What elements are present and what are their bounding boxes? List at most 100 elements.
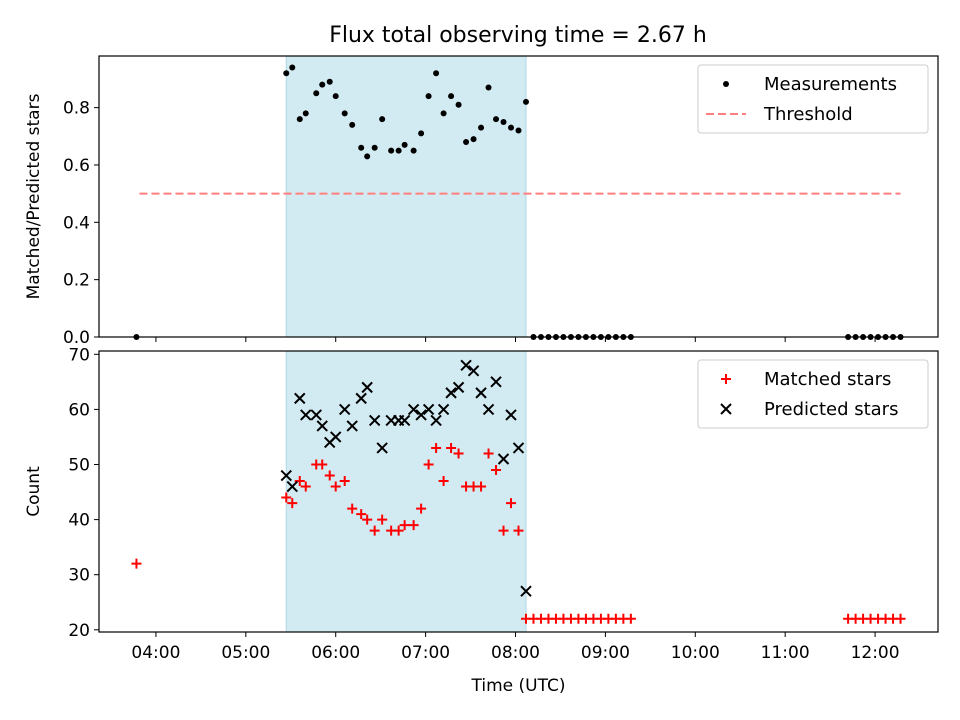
- measurement-point: [302, 110, 309, 117]
- matched-star-point: [513, 525, 524, 536]
- legend-box: [697, 359, 929, 429]
- matched-star-point: [347, 503, 358, 514]
- measurement-point: [433, 70, 440, 77]
- measurement-point: [313, 90, 320, 97]
- measurement-point: [485, 84, 492, 91]
- y-tick-label: 20: [68, 621, 90, 641]
- predicted-star-point: [430, 414, 442, 427]
- measurement-point: [283, 70, 290, 77]
- predicted-star-point: [361, 381, 373, 394]
- matched-star-point: [483, 448, 494, 459]
- predicted-star-point: [398, 414, 411, 427]
- y-tick-label: 0.0: [63, 328, 90, 348]
- predicted-star-point: [520, 585, 532, 597]
- series-measurements: [133, 64, 904, 340]
- measurement-point: [410, 147, 417, 154]
- measurement-point: [388, 147, 395, 154]
- x-tick-label: 06:00: [311, 643, 360, 663]
- legend-label: Predicted stars: [764, 399, 898, 420]
- measurement-point: [455, 101, 462, 108]
- matched-star-point: [317, 459, 328, 470]
- measurement-point: [500, 118, 507, 125]
- measurement-point: [296, 116, 303, 123]
- legend-label: Threshold: [763, 104, 853, 125]
- y-tick-label: 0.2: [63, 271, 90, 291]
- measurement-point: [349, 121, 356, 128]
- y-tick-label: 40: [68, 511, 90, 531]
- y-tick-label: 60: [68, 400, 90, 420]
- chart-title: Flux total observing time = 2.67 h: [329, 23, 707, 48]
- legend: Measurements Threshold: [697, 64, 929, 134]
- matched-star-point: [339, 476, 350, 487]
- legend-marker-predicted: [720, 403, 732, 415]
- measurement-point: [463, 139, 470, 146]
- measurement-point: [418, 130, 425, 137]
- y-tick-label: 50: [68, 456, 90, 476]
- measurement-point: [440, 110, 447, 117]
- predicted-star-point: [445, 387, 457, 399]
- predicted-star-point: [294, 392, 306, 405]
- measurement-point: [515, 127, 522, 134]
- predicted-star-point: [422, 403, 435, 416]
- matched-star-point: [625, 613, 636, 624]
- matched-star-point: [393, 525, 404, 536]
- series-matched-stars: [131, 442, 906, 624]
- matched-star-point: [423, 459, 434, 470]
- matched-star-point: [330, 481, 341, 492]
- predicted-star-point: [467, 365, 480, 377]
- predicted-star-point: [280, 469, 292, 482]
- measurement-point: [401, 141, 408, 148]
- x-tick-label: 11:00: [761, 643, 810, 663]
- x-tick-label: 08:00: [491, 643, 540, 663]
- predicted-star-point: [437, 403, 450, 416]
- matched-star-point: [476, 481, 487, 492]
- measurement-point: [326, 78, 333, 85]
- predicted-star-point: [475, 387, 487, 399]
- bottom-panel-counts: 20 30 40 50 60 70 04:00 05:00 06:00 07:00 08:00 09:…: [24, 345, 939, 696]
- series-predicted-stars: [280, 359, 532, 597]
- x-tick-label: 12:00: [851, 643, 900, 663]
- y-tick-label: 70: [68, 345, 90, 365]
- legend-marker-measurements: [723, 81, 729, 87]
- y-tick-label: 30: [68, 566, 90, 586]
- matched-star-point: [399, 520, 410, 531]
- measurement-point: [364, 153, 371, 160]
- axes-frame: [98, 55, 939, 338]
- y-tick-label: 0.4: [63, 213, 90, 233]
- matched-star-point: [287, 498, 298, 509]
- matched-star-point: [491, 465, 502, 476]
- predicted-star-point: [330, 431, 342, 443]
- predicted-star-point: [452, 381, 465, 394]
- predicted-star-point: [497, 453, 510, 465]
- predicted-star-point: [482, 403, 495, 416]
- measurement-point: [341, 110, 348, 117]
- matched-star-point: [377, 514, 388, 525]
- legend: Matched stars Predicted stars: [697, 359, 929, 429]
- matched-star-point: [895, 613, 906, 624]
- matched-star-point: [431, 442, 442, 453]
- measurement-point: [470, 136, 477, 143]
- measurement-point: [508, 124, 515, 131]
- matched-star-point: [408, 520, 419, 531]
- measurement-point: [493, 116, 500, 123]
- legend-box: [697, 64, 929, 134]
- measurement-point: [358, 144, 365, 151]
- predicted-star-point: [490, 376, 502, 388]
- measurement-point: [379, 116, 386, 123]
- matched-star-point: [506, 498, 517, 509]
- matched-star-point: [362, 514, 373, 525]
- x-axis-label: Time (UTC): [471, 676, 566, 696]
- observing-window-shade: [285, 55, 527, 338]
- measurement-point: [478, 124, 485, 131]
- predicted-star-point: [346, 420, 358, 432]
- predicted-star-point: [415, 409, 427, 421]
- matched-star-point: [453, 448, 464, 459]
- matched-star-point: [324, 470, 335, 481]
- x-tick-label: 09:00: [581, 643, 630, 663]
- observing-window-shade: [285, 350, 527, 633]
- predicted-star-point: [316, 420, 328, 432]
- x-tick-label: 07:00: [401, 643, 450, 663]
- matched-star-point: [131, 558, 142, 569]
- x-tick-label: 04:00: [131, 643, 180, 663]
